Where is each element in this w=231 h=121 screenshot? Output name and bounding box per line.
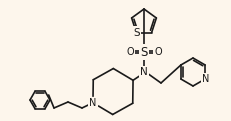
Text: N: N [201,74,208,84]
Text: O: O [126,47,133,57]
Text: O: O [154,47,161,57]
Text: N: N [89,98,96,108]
Text: N: N [140,67,147,77]
Text: S: S [132,27,139,38]
Text: S: S [140,45,147,58]
